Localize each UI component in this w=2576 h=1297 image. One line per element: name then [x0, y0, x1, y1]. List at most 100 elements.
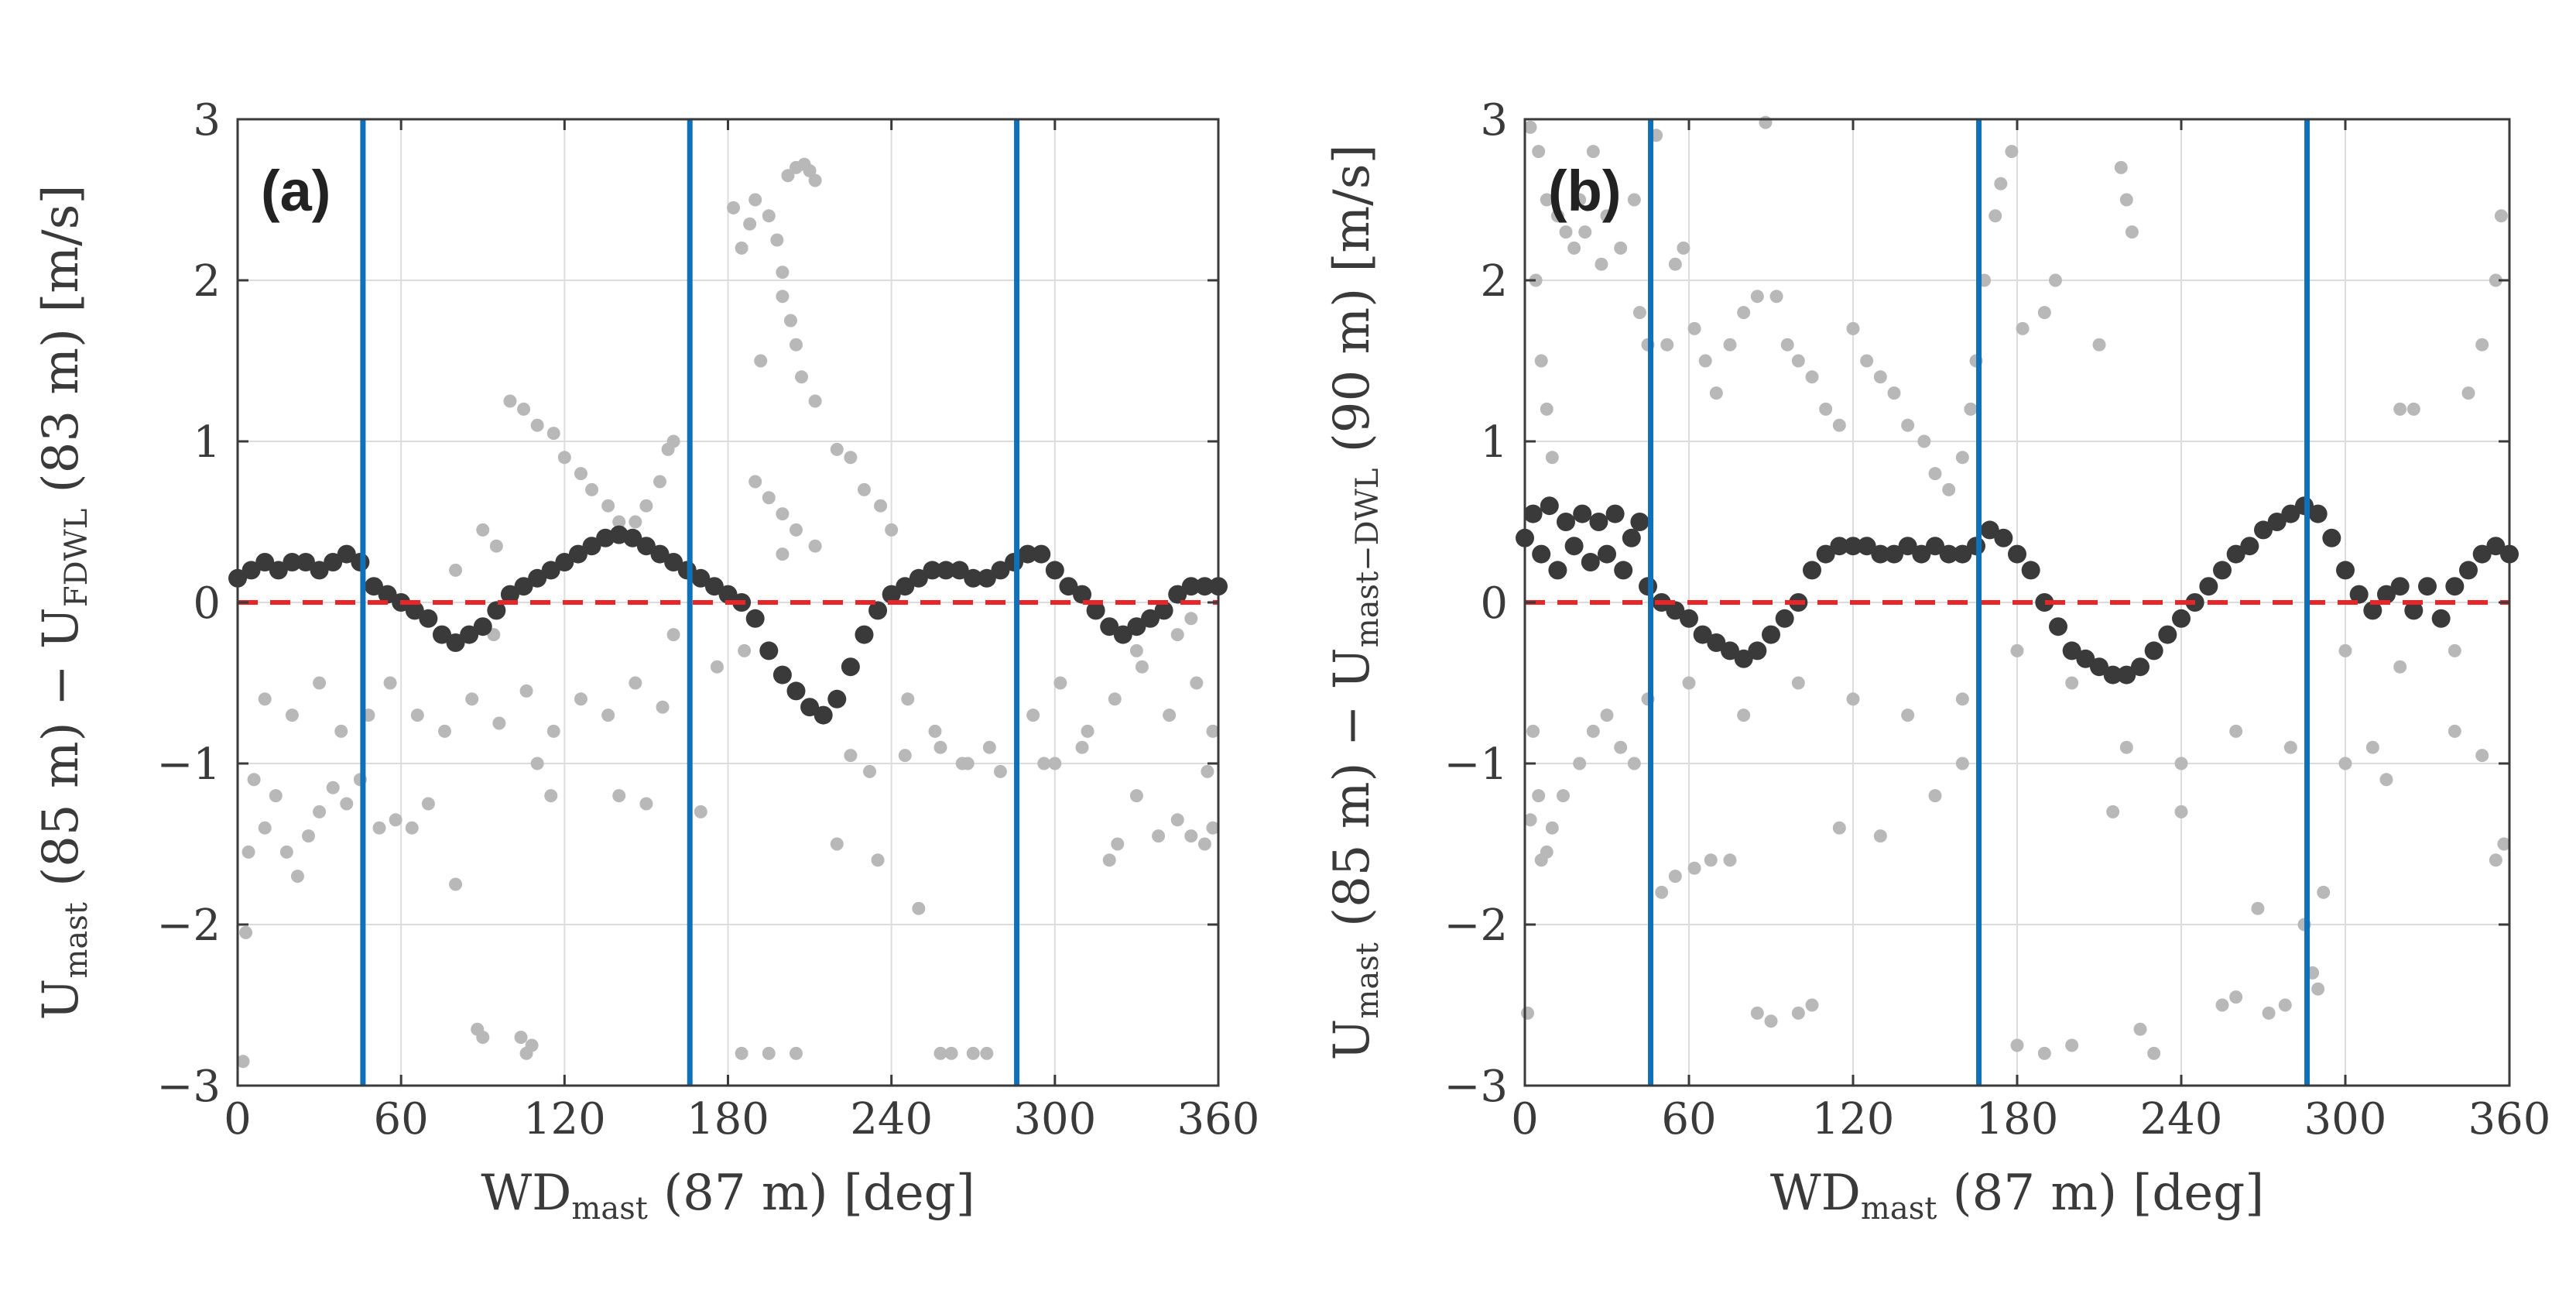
data-point [2431, 609, 2451, 628]
data-point [1687, 861, 1701, 875]
data-point [285, 709, 299, 722]
data-point [514, 577, 533, 596]
y-tick-label: 3 [1480, 95, 1508, 146]
data-point [748, 475, 762, 489]
data-point [283, 553, 302, 571]
data-point [830, 837, 844, 851]
data-point [2010, 643, 2024, 657]
data-point [2486, 537, 2506, 556]
y-tick-label: −2 [156, 901, 221, 951]
data-point [874, 499, 888, 513]
data-point [844, 749, 858, 763]
data-point [1885, 544, 1903, 564]
data-point [898, 749, 912, 763]
data-point [1523, 504, 1543, 523]
data-point [1578, 225, 1592, 239]
data-point [2393, 402, 2407, 416]
data-point [694, 805, 707, 818]
data-point [2377, 585, 2396, 604]
data-point [1045, 561, 1064, 580]
data-point [279, 845, 293, 859]
data-point [2283, 740, 2297, 754]
data-point [1639, 577, 1657, 596]
data-point [762, 209, 776, 223]
data-point [364, 577, 383, 596]
data-point [2005, 145, 2019, 159]
data-point [2393, 660, 2407, 674]
x-tick-label: 300 [1013, 1094, 1096, 1144]
data-point [405, 601, 424, 620]
x-tick-label: 180 [1976, 1094, 2059, 1144]
data-point [1545, 451, 1559, 465]
data-point [1707, 633, 1726, 652]
data-point [2158, 625, 2177, 644]
data-point [500, 585, 519, 604]
data-point [557, 451, 571, 465]
series-all-data [1521, 115, 2511, 1060]
data-point [1917, 434, 1931, 448]
data-point [2037, 306, 2051, 320]
data-point [2117, 665, 2136, 685]
data-point [489, 539, 503, 553]
data-point [519, 684, 533, 698]
data-point [745, 609, 765, 628]
data-point [1557, 513, 1575, 531]
data-point [1129, 789, 1143, 803]
data-point [582, 537, 601, 556]
data-point [2240, 537, 2259, 556]
data-point [786, 681, 806, 701]
data-point [1111, 837, 1125, 851]
data-point [1081, 724, 1094, 738]
panel-label: (a) [261, 159, 331, 223]
data-point [310, 561, 329, 580]
data-point [612, 789, 626, 803]
data-point [1548, 561, 1567, 580]
data-point [1775, 609, 1794, 628]
x-tick-label: 0 [224, 1094, 252, 1144]
x-tick-label: 240 [850, 1094, 933, 1144]
data-point [1709, 386, 1723, 400]
data-point [337, 544, 356, 564]
data-point [1677, 241, 1690, 255]
x-tick-label: 360 [2468, 1094, 2551, 1144]
data-point [2489, 853, 2502, 867]
data-point [1871, 544, 1890, 564]
data-point [937, 561, 956, 580]
data-point [923, 561, 942, 580]
data-point [1614, 740, 1628, 754]
data-point [1100, 617, 1119, 636]
data-point [1086, 601, 1105, 620]
data-point [1201, 764, 1214, 778]
data-point [296, 553, 315, 571]
data-point [2472, 544, 2492, 564]
data-point [2213, 561, 2232, 580]
y-tick-label: −2 [1444, 901, 1508, 951]
data-point [530, 757, 544, 770]
data-point [743, 217, 757, 231]
data-point [1181, 577, 1201, 596]
data-point [2322, 528, 2341, 547]
data-point [2049, 617, 2067, 636]
data-point [1037, 757, 1051, 770]
data-point [405, 821, 419, 835]
data-point [964, 568, 983, 588]
data-point [255, 553, 275, 571]
data-point [1589, 513, 1608, 531]
data-point [2035, 593, 2054, 612]
x-tick-label: 240 [2140, 1094, 2223, 1144]
data-point [313, 676, 327, 690]
data-point [666, 628, 680, 642]
data-point [772, 665, 792, 685]
data-point [2267, 513, 2287, 531]
data-point [1750, 290, 1764, 304]
data-point [1627, 757, 1641, 770]
data-point [324, 553, 343, 571]
y-tick-label: 0 [193, 578, 221, 629]
data-point [2125, 225, 2139, 239]
data-point [710, 660, 724, 674]
panel-label: (b) [1548, 159, 1622, 223]
data-point [2281, 504, 2300, 523]
data-point [1073, 585, 1092, 604]
data-point [1668, 257, 1682, 271]
data-point [1901, 709, 1915, 722]
